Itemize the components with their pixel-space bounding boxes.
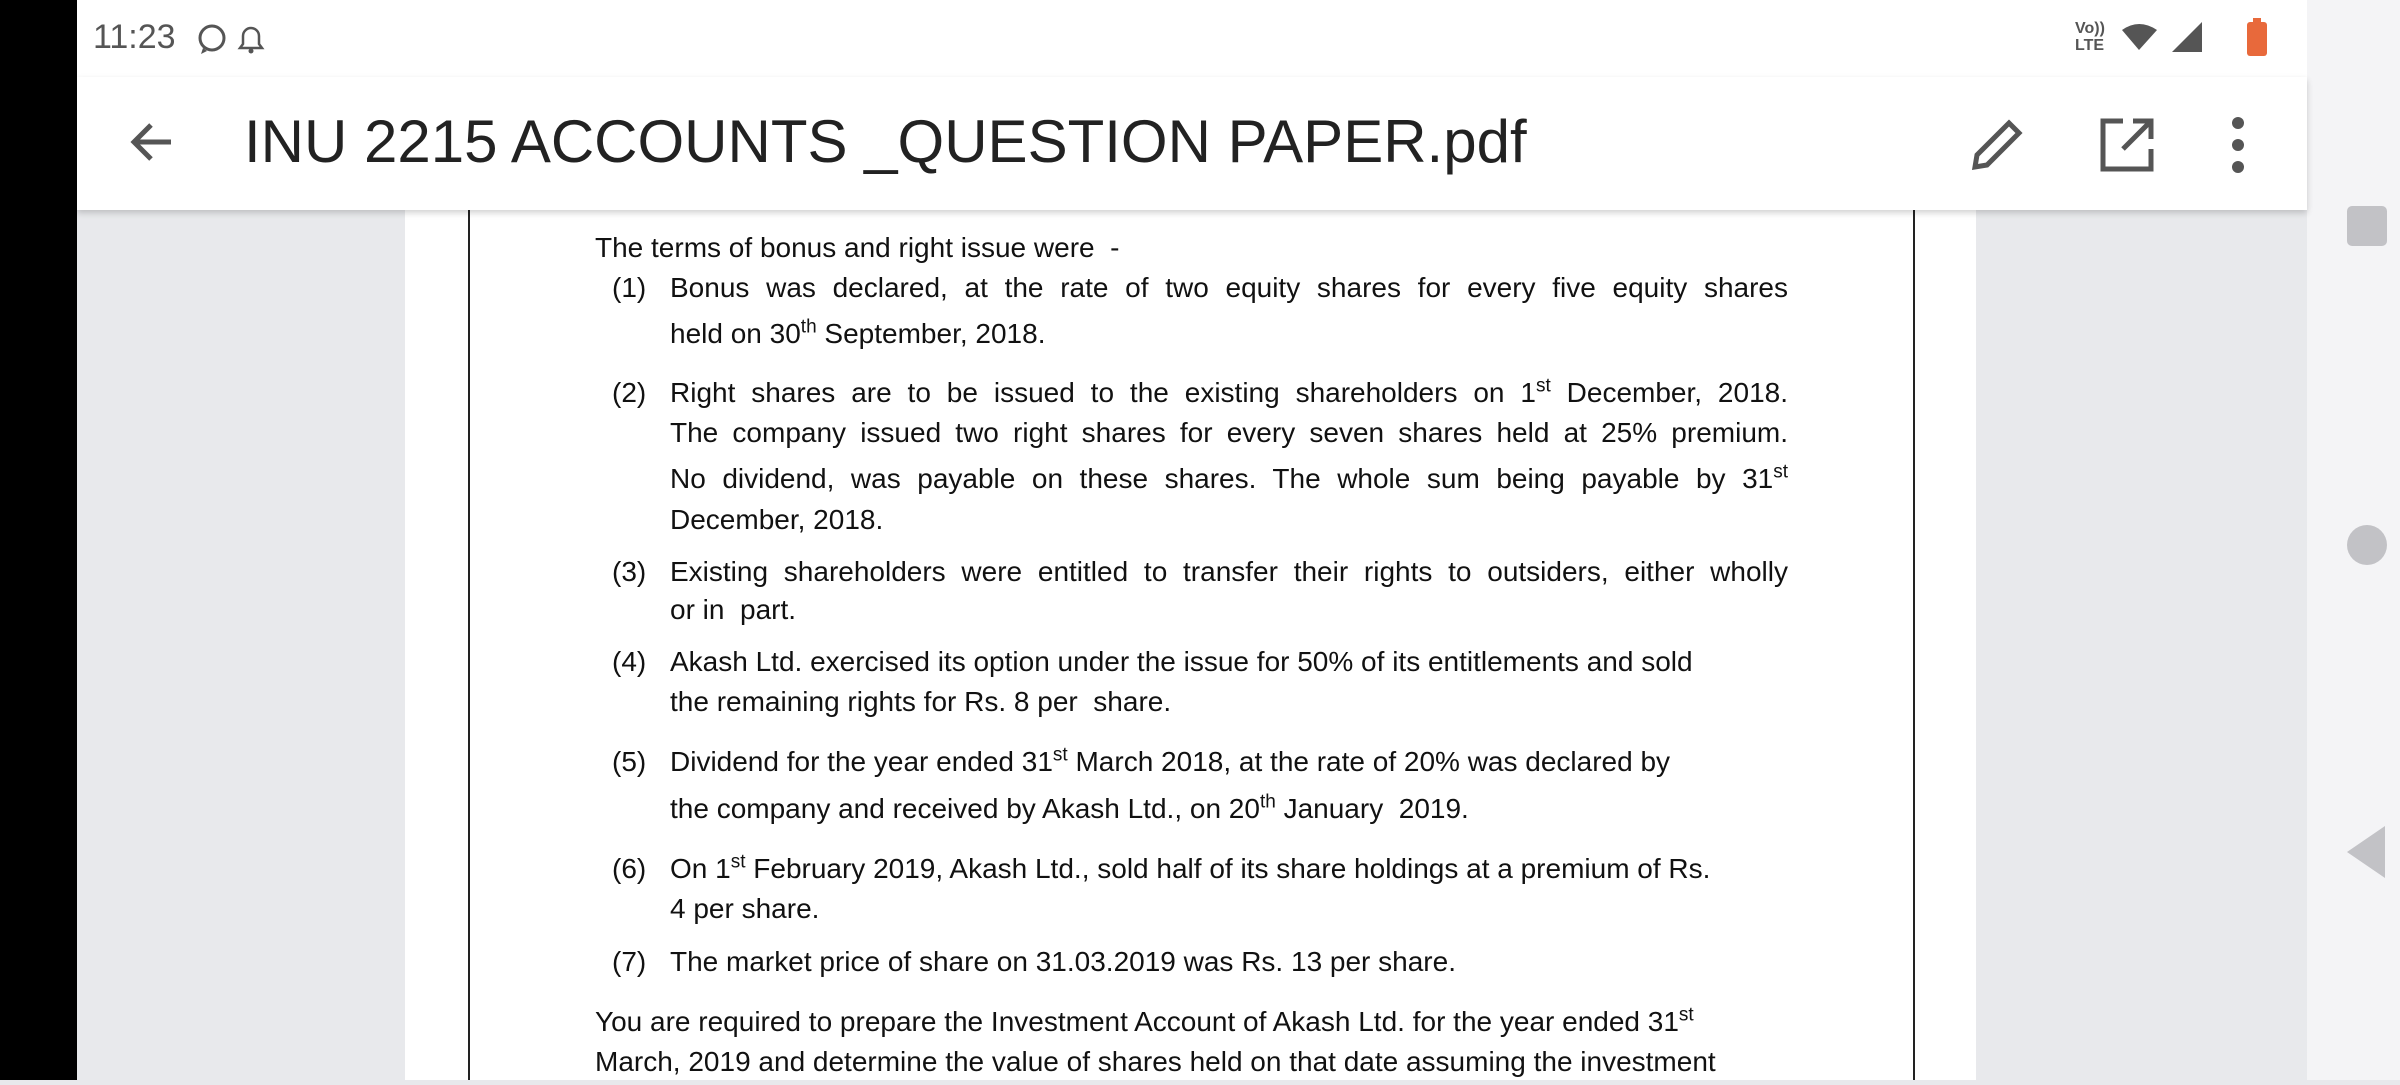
- text-run: 4 per share.: [670, 893, 820, 924]
- back-button[interactable]: [127, 117, 177, 167]
- superscript: st: [1773, 461, 1788, 483]
- system-icons: [2122, 18, 2267, 56]
- nav-buttons: [2347, 206, 2387, 878]
- text-run: On 1: [670, 853, 731, 884]
- text-line: the company and received by Akash Ltd., …: [670, 791, 1469, 827]
- text-line: December, 2018.: [670, 502, 883, 538]
- item-number: (3): [612, 556, 647, 587]
- text-line: On 1st February 2019, Akash Ltd., sold h…: [670, 851, 1710, 887]
- page-border: [468, 200, 1915, 1080]
- item-number: (4): [612, 646, 647, 677]
- text-run: the remaining rights for Rs. 8 per share…: [670, 686, 1172, 717]
- text-line: March, 2019 and determine the value of s…: [595, 1044, 1716, 1080]
- text-line: Akash Ltd. exercised its option under th…: [670, 644, 1693, 680]
- open-with-button[interactable]: [2097, 115, 2157, 175]
- text-run: March 2018, at the rate of 20% was decla…: [1067, 746, 1671, 777]
- text-run: December, 2018.: [670, 504, 884, 535]
- text-line: Dividend for the year ended 31st March 2…: [670, 744, 1670, 780]
- item-number: (2): [612, 377, 647, 408]
- text-run: Bonus was declared, at the rate of two e…: [670, 272, 1788, 303]
- notification-icons: [198, 24, 265, 54]
- item-number: (7): [612, 946, 647, 977]
- text-run: The terms of bonus and right issue were …: [595, 232, 1120, 263]
- network-label: Vo)) LTE: [2075, 20, 2105, 54]
- text-run: held on 30: [670, 318, 801, 349]
- text-line: No dividend, was payable on these shares…: [670, 461, 1788, 497]
- text-run: or in part.: [670, 594, 797, 625]
- text-run: You are required to prepare the Investme…: [595, 1006, 1679, 1037]
- home-button[interactable]: [2347, 525, 2387, 565]
- text-line: held on 30th September, 2018.: [670, 316, 1045, 352]
- superscript: st: [1535, 375, 1551, 397]
- superscript: st: [730, 851, 746, 873]
- text-line: or in part.: [670, 592, 796, 628]
- superscript: st: [1052, 744, 1068, 766]
- status-bar: 11:23 Vo)) LTE: [77, 0, 2307, 77]
- time: 11:23: [93, 18, 176, 56]
- nav-bar: [2307, 0, 2400, 1080]
- text-run: January 2019.: [1275, 793, 1469, 824]
- text-run: No dividend, was payable on these shares…: [670, 463, 1774, 494]
- document-title: INU 2215 ACCOUNTS _QUESTION PAPER.pdf: [244, 108, 1527, 175]
- text-line: The market price of share on 31.03.2019 …: [670, 944, 1456, 980]
- app-bar: INU 2215 ACCOUNTS _QUESTION PAPER.pdf: [77, 77, 2307, 210]
- text-line: Bonus was declared, at the rate of two e…: [670, 270, 1788, 306]
- superscript: st: [1678, 1004, 1694, 1026]
- text-line: Right shares are to be issued to the exi…: [670, 375, 1788, 411]
- item-number: (1): [612, 272, 647, 303]
- more-button[interactable]: [2223, 115, 2253, 175]
- text-run: September, 2018.: [816, 318, 1046, 349]
- text-run: Existing shareholders were entitled to t…: [670, 556, 1788, 587]
- text-run: the company and received by Akash Ltd., …: [670, 793, 1260, 824]
- text-line: Existing shareholders were entitled to t…: [670, 554, 1788, 590]
- text-run: March, 2019 and determine the value of s…: [595, 1046, 1716, 1077]
- recents-button[interactable]: [2347, 206, 2387, 246]
- superscript: th: [1259, 791, 1276, 813]
- text-run: The company issued two right shares for …: [670, 417, 1788, 448]
- text-run: Right shares are to be issued to the exi…: [670, 377, 1536, 408]
- pdf-page: [405, 200, 1976, 1080]
- text-run: Akash Ltd. exercised its option under th…: [670, 646, 1693, 677]
- nav-back-button[interactable]: [2347, 826, 2385, 878]
- text-run: The market price of share on 31.03.2019 …: [670, 946, 1456, 977]
- text-line: You are required to prepare the Investme…: [595, 1004, 1694, 1040]
- superscript: th: [800, 316, 817, 338]
- edit-button[interactable]: [1967, 115, 2027, 175]
- text-line: The company issued two right shares for …: [670, 415, 1788, 451]
- left-edge: [0, 0, 77, 1080]
- text-run: February 2019, Akash Ltd., sold half of …: [745, 853, 1711, 884]
- text-line: 4 per share.: [670, 891, 819, 927]
- item-number: (6): [612, 853, 647, 884]
- text-run: Dividend for the year ended 31: [670, 746, 1053, 777]
- text-run: December, 2018.: [1550, 377, 1789, 408]
- text-line: The terms of bonus and right issue were …: [595, 230, 1119, 266]
- text-line: the remaining rights for Rs. 8 per share…: [670, 684, 1171, 720]
- item-number: (5): [612, 746, 647, 777]
